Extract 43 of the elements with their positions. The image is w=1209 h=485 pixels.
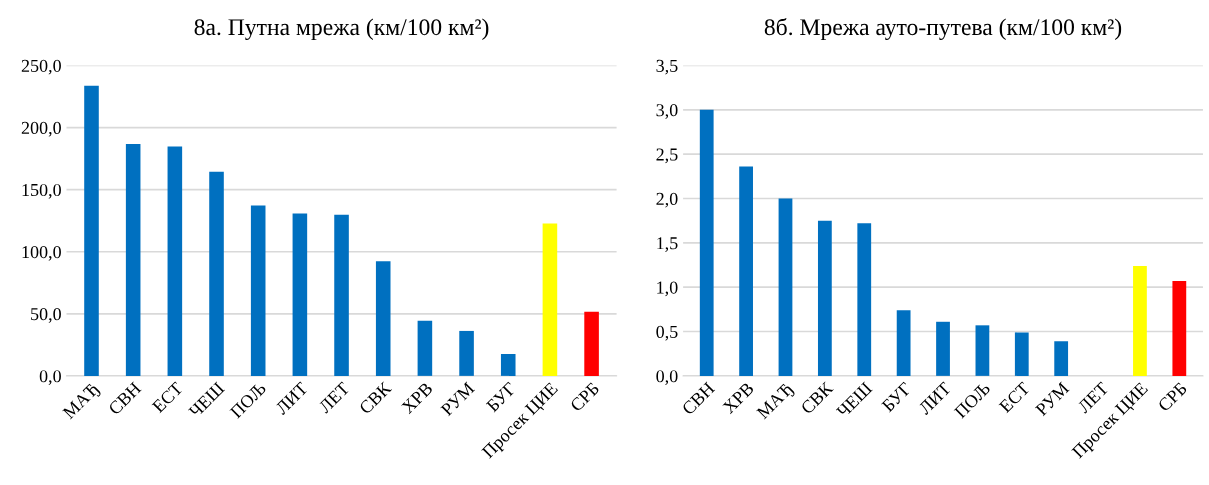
y-tick-label: 0,0 [656,370,678,385]
bar [1054,341,1069,376]
y-tick-label: 200,0 [21,121,61,137]
y-tick-label: 2,5 [656,148,678,164]
bar [584,311,599,376]
y-tick-label: 100,0 [22,245,61,261]
chart-title: 8а. Путна мрежа (км/100 км²) [194,18,489,41]
bar [250,205,266,376]
bar [417,320,433,376]
y-tick-label: 1,5 [657,237,678,252]
chart-title: 8б. Мрежа ауто-путева (км/100 км²) [764,18,1122,41]
y-tick-label: 2,0 [656,192,678,208]
bar [817,220,832,376]
bar [1133,265,1147,376]
bar [375,261,391,376]
bar [699,109,714,376]
x-tick-label: СРБ [569,381,600,413]
bar [542,223,558,376]
bar [1014,332,1029,376]
bar [459,330,474,376]
y-tick-label: 50,0 [31,308,61,323]
y-tick-label: 1,0 [657,281,678,297]
bar [739,166,753,376]
bar [500,354,516,376]
bar [896,310,911,376]
bar [84,85,99,376]
bar [1172,280,1187,376]
y-tick-label: 3,0 [656,104,678,119]
y-tick-label: 150,0 [22,183,61,199]
bar [778,198,793,376]
bar [292,213,308,376]
bar [125,144,141,376]
bar [975,325,990,376]
bar [936,321,950,376]
bar [209,171,224,376]
y-tick-label: 3,5 [656,59,678,75]
x-tick-label: СРБ [1157,381,1188,413]
y-tick-label: 0,0 [39,370,61,385]
y-tick-label: 0,5 [656,325,678,341]
bar [167,146,183,376]
y-tick-label: 250,0 [21,59,61,75]
bar [857,223,872,376]
bar [334,214,349,376]
